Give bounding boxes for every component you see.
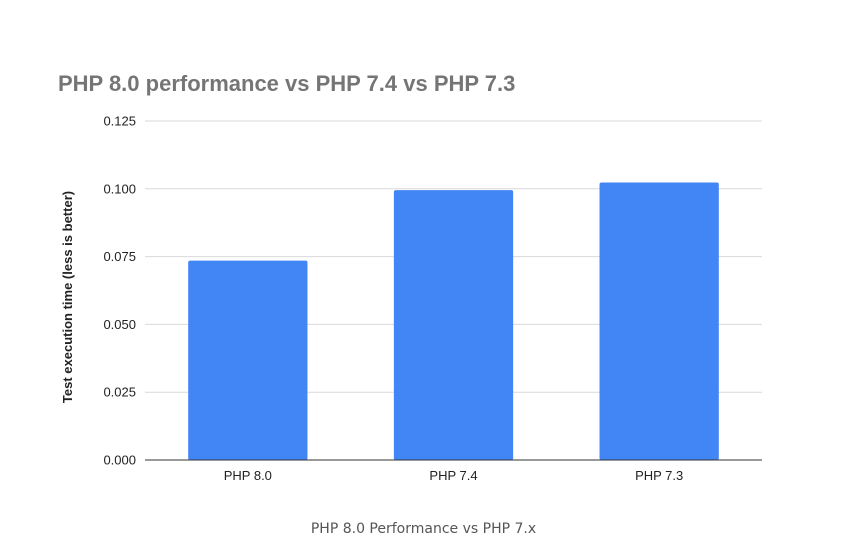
x-tick-label: PHP 7.3 xyxy=(635,468,683,483)
chart-title: PHP 8.0 performance vs PHP 7.4 vs PHP 7.… xyxy=(58,71,515,96)
y-tick-label: 0.025 xyxy=(103,385,136,400)
x-tick-label: PHP 7.4 xyxy=(429,468,477,483)
y-tick-label: 0.100 xyxy=(103,181,136,196)
figure-caption: PHP 8.0 Performance vs PHP 7.x xyxy=(310,521,537,537)
bar-php-7-3 xyxy=(599,182,719,461)
y-axis-ticks: 0.000 0.025 0.050 0.075 0.100 0.125 xyxy=(103,114,136,468)
x-axis-ticks: PHP 8.0 PHP 7.4 PHP 7.3 xyxy=(224,468,684,483)
bars xyxy=(188,182,719,461)
bar-chart: PHP 8.0 performance vs PHP 7.4 vs PHP 7.… xyxy=(58,71,762,483)
x-tick-label: PHP 8.0 xyxy=(224,468,272,483)
y-tick-label: 0.050 xyxy=(103,317,136,332)
y-axis-label: Test execution time (less is better) xyxy=(60,191,75,403)
bar-php-8-0 xyxy=(188,260,308,460)
y-tick-label: 0.125 xyxy=(103,114,136,129)
bar-php-7-4 xyxy=(393,190,514,460)
y-tick-label: 0.000 xyxy=(103,453,136,468)
y-tick-label: 0.075 xyxy=(103,249,136,264)
